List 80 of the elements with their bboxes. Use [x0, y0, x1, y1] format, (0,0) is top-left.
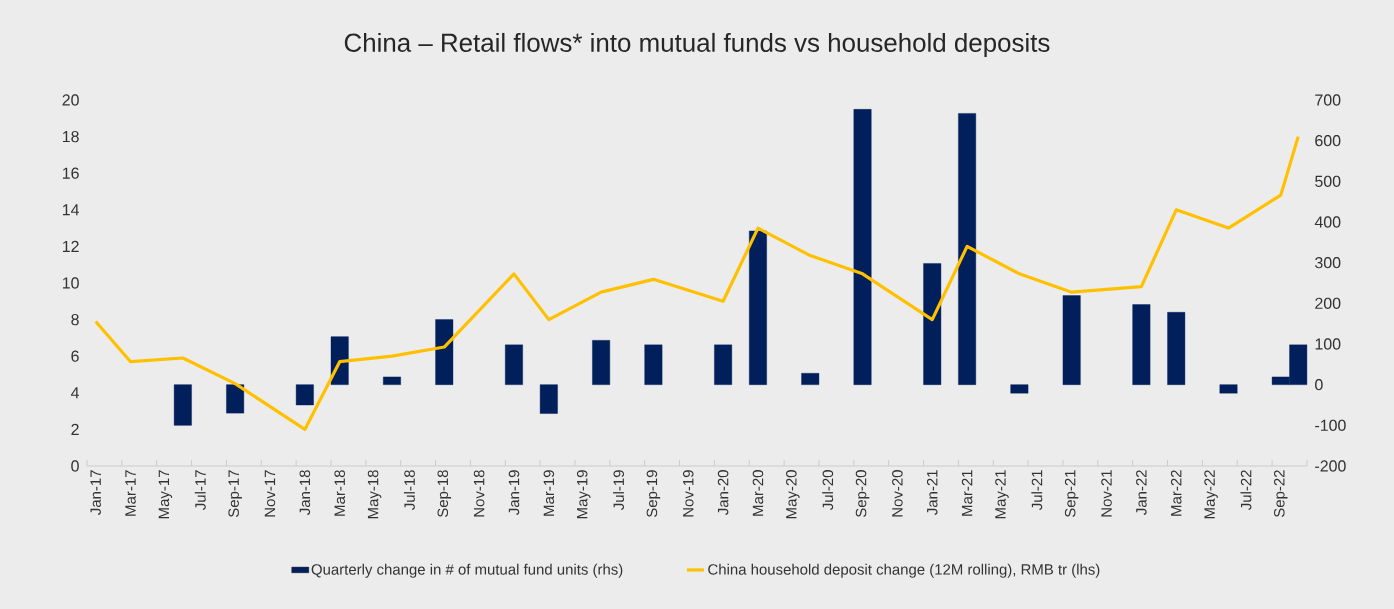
y-tick-label: 14 [62, 204, 79, 216]
bar [1219, 384, 1238, 394]
x-tick-label: Jul-17 [194, 470, 206, 510]
x-tick-label: Mar-21 [961, 470, 973, 516]
bar [958, 113, 977, 385]
legend-label: China household deposit change (12M rolling), RMB tr (lhs) [708, 563, 1100, 578]
y2-tick-label: 300 [1315, 257, 1341, 269]
y2-tick-label: 400 [1314, 216, 1341, 228]
bar [505, 344, 523, 385]
x-tick-label: Mar-18 [334, 470, 345, 516]
chart-title: China – Retail flows* into mutual funds vs household deposits [344, 32, 1050, 58]
x-tick-label: May-18 [367, 470, 382, 519]
x-tick-label: May-21 [995, 470, 1009, 519]
x-tick-label: Jan-19 [508, 470, 520, 515]
y-tick-label: 18 [62, 130, 79, 143]
y2-tick-label: 100 [1315, 338, 1341, 350]
y-tick-label: 12 [62, 240, 79, 252]
bar [1010, 384, 1029, 394]
x-tick-label: Jul-21 [1031, 470, 1043, 510]
y2-tick-label: -100 [1315, 419, 1346, 431]
x-tick-label: Nov-18 [473, 470, 485, 517]
legend-label: Quarterly change in # of mutual fund units (rhs) [311, 563, 623, 578]
x-tick-label: May-20 [786, 470, 800, 519]
y-tick-label: 10 [62, 277, 79, 289]
bar [435, 319, 454, 385]
y-tick-label: 0 [71, 460, 79, 472]
y2-tick-label: 500 [1315, 175, 1341, 187]
x-tick-label: Nov-17 [264, 470, 276, 517]
x-tick-label: Jul-19 [613, 470, 625, 510]
line-series [94, 134, 1300, 431]
x-tick-label: Jan-21 [926, 470, 938, 515]
x-tick-label: Mar-19 [543, 470, 555, 516]
bar [1132, 304, 1151, 385]
bar [801, 373, 820, 385]
x-tick-label: Jul-20 [822, 470, 834, 510]
bar [714, 344, 733, 385]
x-tick-label: Mar-17 [125, 470, 136, 516]
x-tick-label: Nov-19 [682, 470, 694, 517]
y-tick-label: 16 [62, 167, 79, 179]
x-tick-label: Nov-21 [1101, 470, 1112, 517]
x-tick-label: Sep-17 [228, 470, 242, 518]
x-tick-label: Sep-18 [437, 470, 452, 518]
x-tick-label: Mar-20 [752, 470, 764, 516]
y-tick-label: 2 [71, 423, 79, 435]
x-tick-label: Jul-18 [403, 470, 415, 510]
bar [383, 376, 401, 385]
bar [226, 384, 245, 414]
bar [853, 109, 872, 385]
y-tick-label: 20 [62, 94, 79, 106]
x-tick-label: May-22 [1204, 470, 1218, 519]
y-tick-label: 4 [70, 387, 80, 399]
bar [592, 340, 611, 385]
bar [749, 230, 767, 385]
x-tick-label: Jan-22 [1136, 470, 1147, 515]
y2-tick-label: 700 [1315, 94, 1341, 106]
x-tick-label: Jan-18 [299, 470, 311, 515]
bar [173, 384, 192, 426]
x-tick-label: Sep-19 [646, 470, 661, 518]
y2-tick-label: -200 [1315, 460, 1346, 472]
bar [539, 384, 558, 414]
x-tick-label: May-17 [158, 470, 173, 519]
y2-tick-label: 200 [1315, 297, 1341, 309]
y2-tick-label: 0 [1315, 379, 1323, 391]
bar [1062, 295, 1081, 385]
x-tick-label: Sep-22 [1274, 470, 1288, 518]
bar [644, 344, 663, 385]
x-tick-label: Jan-17 [90, 470, 101, 515]
x-tick-label: Sep-20 [855, 470, 870, 518]
x-tick-label: May-19 [576, 470, 591, 519]
y-tick-label: 8 [71, 313, 79, 326]
x-tick-label: Jul-22 [1240, 470, 1252, 510]
bar [295, 384, 314, 406]
y2-tick-label: 600 [1315, 135, 1341, 147]
y-tick-label: 6 [71, 350, 79, 362]
x-tick-label: Mar-22 [1170, 470, 1182, 516]
bar [923, 263, 942, 385]
x-tick-label: Nov-20 [892, 470, 903, 517]
x-tick-label: Sep-21 [1064, 470, 1079, 518]
x-tick-label: Jan-20 [717, 470, 729, 515]
bar [1167, 312, 1186, 385]
